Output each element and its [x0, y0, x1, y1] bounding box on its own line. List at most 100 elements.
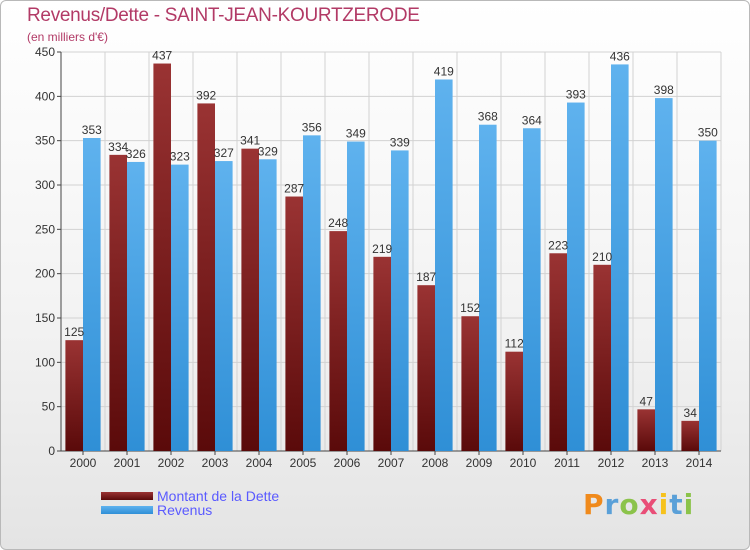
bar-revenus-2012 — [611, 64, 629, 451]
data-label-revenus: 356 — [302, 120, 322, 134]
logo-letter: i — [658, 488, 670, 521]
bar-dette-2001 — [109, 154, 127, 451]
bar-revenus-2007 — [391, 150, 409, 452]
data-label-revenus: 349 — [346, 127, 366, 141]
proxiti-logo: Proxiti — [583, 488, 694, 521]
bar-revenus-2010 — [523, 128, 541, 451]
bar-revenus-2006 — [347, 141, 365, 451]
bar-dette-2013 — [637, 409, 655, 451]
xtick-label: 2002 — [158, 456, 185, 470]
bar-dette-2012 — [593, 264, 611, 451]
bar-revenus-2003 — [215, 161, 233, 451]
chart-title: Revenus/Dette - SAINT-JEAN-KOURTZERODE — [27, 5, 420, 26]
chart-subtitle: (en milliers d'€) — [27, 30, 108, 44]
xtick-label: 2014 — [686, 456, 713, 470]
logo-letter: x — [639, 488, 659, 521]
legend-item-revenus: Revenus — [101, 502, 212, 518]
bar-revenus-2002 — [171, 164, 189, 451]
bars — [65, 63, 717, 452]
logo-letter: o — [619, 488, 640, 521]
bar-dette-2005 — [285, 196, 303, 451]
data-label-revenus: 398 — [654, 83, 674, 97]
data-label-dette: 287 — [284, 182, 304, 196]
ytick-label: 200 — [35, 267, 55, 281]
bar-dette-2009 — [461, 316, 479, 451]
data-label-revenus: 364 — [522, 113, 542, 127]
data-label-dette: 112 — [505, 337, 524, 351]
data-label-dette: 152 — [460, 301, 480, 315]
data-label-revenus: 326 — [126, 147, 146, 161]
data-label-dette: 223 — [548, 238, 568, 252]
bar-revenus-2004 — [259, 159, 277, 451]
data-label-dette: 334 — [108, 140, 128, 154]
logo-letter: r — [604, 488, 620, 521]
data-label-revenus: 393 — [566, 88, 586, 102]
bar-revenus-2000 — [83, 138, 101, 452]
xtick-label: 2007 — [378, 456, 405, 470]
data-label-dette: 34 — [684, 406, 698, 420]
bar-dette-2014 — [681, 420, 699, 451]
data-label-revenus: 368 — [478, 110, 498, 124]
bar-revenus-2014 — [699, 140, 717, 451]
legend-item-dette: Montant de la Dette — [101, 488, 279, 504]
data-label-revenus: 353 — [82, 123, 102, 137]
logo-letter: i — [683, 488, 695, 521]
bar-dette-2007 — [373, 256, 391, 451]
legend-swatch-dette — [101, 492, 153, 500]
logo-letter: P — [583, 488, 605, 521]
logo-letter: t — [669, 488, 684, 521]
data-label-dette: 219 — [372, 242, 392, 256]
bar-revenus-2009 — [479, 124, 497, 451]
data-label-dette: 47 — [640, 394, 654, 408]
legend-label-revenus: Revenus — [157, 502, 213, 518]
xtick-label: 2000 — [70, 456, 97, 470]
data-label-revenus: 329 — [258, 144, 278, 158]
legend-label-dette: Montant de la Dette — [157, 488, 280, 504]
bar-revenus-2005 — [303, 135, 321, 451]
bar-dette-2000 — [65, 340, 83, 451]
bar-dette-2010 — [505, 351, 523, 451]
xtick-label: 2013 — [642, 456, 669, 470]
data-label-revenus: 419 — [434, 64, 454, 78]
data-label-dette: 392 — [196, 88, 216, 102]
bar-dette-2006 — [329, 231, 347, 451]
bar-revenus-2013 — [655, 98, 673, 452]
xtick-label: 2006 — [334, 456, 361, 470]
data-label-revenus: 436 — [610, 49, 630, 63]
bar-revenus-2001 — [127, 161, 145, 452]
data-label-dette: 341 — [240, 134, 260, 148]
ytick-label: 400 — [35, 89, 55, 103]
xtick-label: 2012 — [598, 456, 625, 470]
xtick-label: 2011 — [554, 456, 580, 470]
bar-dette-2003 — [197, 103, 215, 451]
data-label-revenus: 339 — [390, 135, 410, 149]
bar-dette-2008 — [417, 285, 435, 451]
data-label-dette: 437 — [152, 49, 172, 63]
bar-revenus-2011 — [567, 102, 585, 451]
xtick-label: 2008 — [422, 456, 449, 470]
data-label-dette: 248 — [328, 216, 348, 230]
data-label-revenus: 327 — [214, 146, 234, 160]
ytick-label: 100 — [35, 355, 55, 369]
ytick-label: 300 — [35, 178, 55, 192]
data-label-dette: 125 — [64, 325, 84, 339]
xtick-label: 2001 — [114, 456, 141, 470]
data-label-dette: 187 — [416, 270, 436, 284]
xtick-label: 2009 — [466, 456, 493, 470]
ytick-label: 150 — [35, 311, 55, 325]
ytick-label: 50 — [42, 400, 56, 414]
legend-swatch-revenus — [101, 506, 153, 514]
bar-dette-2004 — [241, 148, 259, 451]
xtick-label: 2010 — [510, 456, 537, 470]
ytick-label: 0 — [48, 444, 55, 458]
ytick-label: 350 — [35, 134, 55, 148]
xtick-label: 2004 — [246, 456, 273, 470]
bar-dette-2002 — [153, 63, 171, 451]
ytick-label: 450 — [35, 45, 55, 59]
bar-revenus-2008 — [435, 79, 453, 451]
xtick-label: 2005 — [290, 456, 317, 470]
data-label-dette: 210 — [592, 250, 612, 264]
